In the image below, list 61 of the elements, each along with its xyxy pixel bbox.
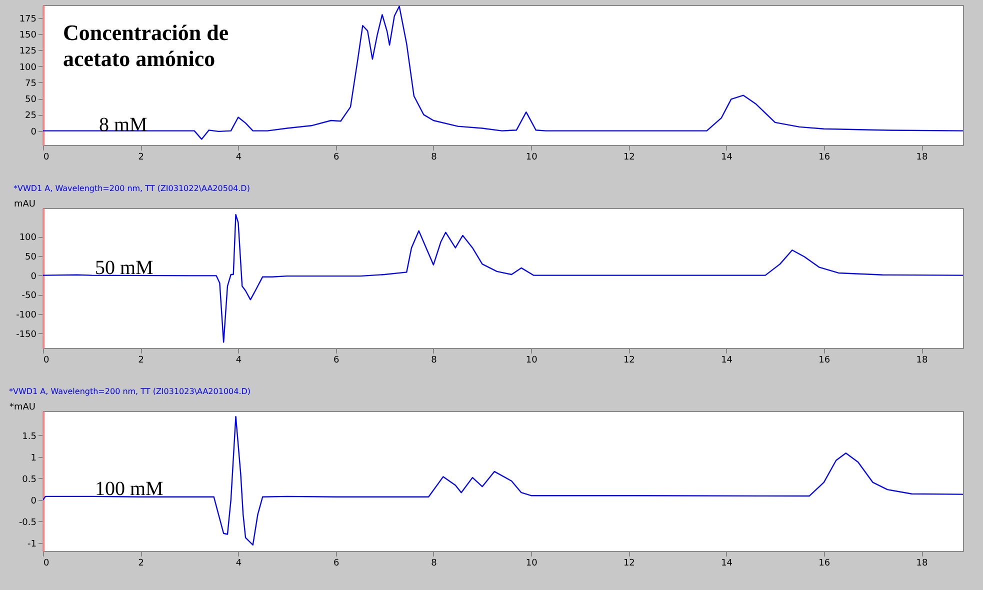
y-tick-label: 75 — [25, 78, 36, 89]
annotation: Concentración de acetato amónico — [63, 20, 229, 71]
x-tick-label: 4 — [236, 152, 242, 162]
x-tick-label: 6 — [333, 356, 340, 366]
y-tick-label: 100 — [19, 62, 37, 73]
y-tick-label: 0 — [30, 127, 37, 138]
x-tick-label: 18 — [916, 558, 928, 568]
x-tick-label: 14 — [721, 558, 733, 568]
line-series — [43, 6, 963, 140]
y-tick-label: -1 — [28, 539, 36, 550]
x-tick-label: 12 — [623, 152, 635, 162]
y-tick-label: 50 — [25, 95, 37, 106]
x-tick-label: 0 — [44, 356, 50, 366]
x-tick-label: 10 — [526, 356, 538, 366]
x-tick-label: 10 — [526, 558, 538, 568]
y-tick-label: -50 — [22, 291, 37, 302]
y-tick-label: 1 — [30, 453, 36, 464]
x-tick-label: 0 — [44, 152, 50, 162]
y-tick-label: -150 — [16, 330, 37, 340]
x-tick-label: 6 — [333, 152, 340, 162]
annotation: 8 mM — [99, 114, 148, 136]
x-tick-label: 18 — [916, 152, 928, 162]
x-tick-label: 14 — [721, 356, 733, 366]
chart-title: *VWD1 A, Wavelength=200 nm, TT (ZI031022\AA20504.D) — [13, 184, 250, 193]
y-tick-label: 25 — [25, 111, 36, 122]
x-tick-label: 6 — [333, 558, 340, 568]
x-tick-label: 2 — [138, 558, 144, 568]
x-tick-label: 8 — [431, 152, 438, 162]
y-tick-label: -100 — [16, 310, 37, 320]
y-tick-label: 175 — [19, 14, 36, 24]
x-tick-label: 2 — [138, 152, 144, 162]
line-series — [43, 416, 963, 546]
y-tick-label: -0.5 — [18, 518, 36, 528]
x-tick-label: 4 — [236, 558, 242, 568]
annotation: 100 mM — [95, 478, 164, 500]
x-tick-label: 16 — [818, 152, 830, 162]
y-tick-label: 0 — [30, 272, 37, 282]
x-tick-label: 12 — [623, 356, 635, 366]
x-tick-label: 12 — [623, 558, 635, 568]
x-tick-label: 4 — [236, 356, 242, 366]
y-tick-label: 150 — [19, 30, 37, 41]
x-tick-label: 18 — [916, 356, 928, 366]
y-tick-label: 1.5 — [22, 432, 36, 442]
x-tick-label: 10 — [526, 152, 538, 162]
x-tick-label: 8 — [431, 558, 438, 568]
annotation: 50 mM — [95, 257, 154, 279]
x-tick-label: 0 — [44, 558, 50, 568]
line-series — [43, 214, 963, 343]
y-tick-label: 100 — [19, 233, 37, 244]
x-tick-label: 16 — [818, 558, 830, 568]
y-tick-label: 125 — [19, 46, 36, 57]
x-tick-label: 8 — [431, 356, 438, 366]
x-tick-label: 16 — [818, 356, 830, 366]
y-tick-label: 0.5 — [22, 474, 36, 485]
chart-title: *VWD1 A, Wavelength=200 nm, TT (ZI031023\AA201004.D) — [8, 387, 251, 396]
y-tick-label: 0 — [30, 496, 37, 506]
x-tick-label: 2 — [138, 356, 144, 366]
y-axis-title: mAU — [14, 200, 36, 210]
y-axis-title: *mAU — [9, 402, 36, 412]
x-tick-label: 14 — [721, 152, 733, 162]
y-tick-label: 50 — [25, 252, 37, 262]
